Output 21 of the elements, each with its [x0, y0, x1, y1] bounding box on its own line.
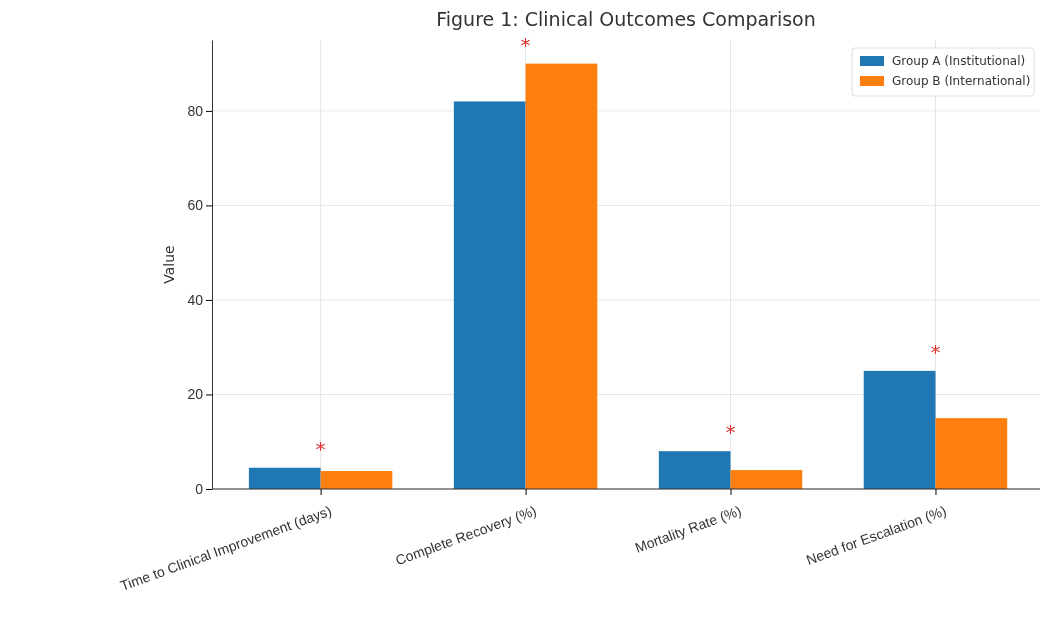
bar [863, 370, 936, 489]
y-tick-label: 80 [187, 102, 204, 119]
annotation: * [930, 339, 941, 364]
bar [453, 101, 526, 489]
bar [730, 470, 803, 489]
annotation: * [315, 436, 326, 461]
bar [525, 63, 598, 489]
y-axis-title: Value [161, 245, 177, 284]
y-tick-label: 0 [195, 480, 204, 497]
bar [320, 471, 393, 489]
y-tick-label: 20 [187, 386, 204, 403]
annotation: * [520, 32, 531, 57]
bar [248, 467, 321, 489]
annotation: * [725, 420, 736, 445]
chart-title: Figure 1: Clinical Outcomes Comparison [436, 8, 816, 30]
legend-label: Group B (International) [892, 74, 1031, 88]
y-tick-label: 40 [187, 291, 204, 308]
legend-label: Group A (Institutional) [892, 54, 1026, 68]
bar [935, 418, 1008, 489]
y-tick-label: 60 [187, 197, 204, 214]
bar [658, 451, 731, 489]
